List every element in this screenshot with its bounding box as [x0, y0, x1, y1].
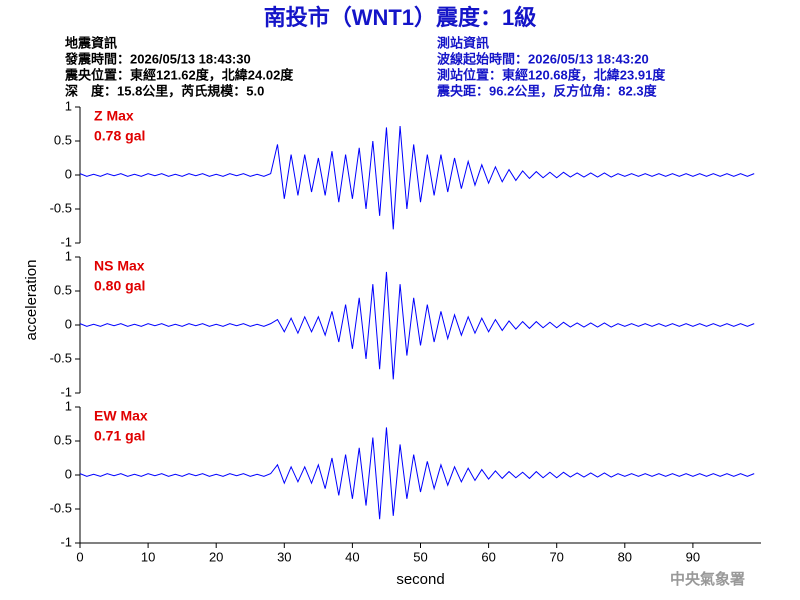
max-annotation: NS Max [94, 258, 145, 274]
info-left: 震央位置：東經121.62度，北緯24.02度 [64, 67, 294, 82]
info-left: 發震時間：2026/05/13 18:43:30 [64, 51, 251, 66]
y-tick-label: -1 [60, 234, 72, 249]
info-right: 震央距：96.2公里，反方位角：82.3度 [436, 83, 658, 98]
y-tick-label: -1 [60, 384, 72, 399]
waveform [79, 427, 755, 520]
x-tick-label: 40 [345, 549, 359, 564]
x-tick-label: 80 [618, 549, 632, 564]
y-tick-label: -0.5 [50, 350, 72, 365]
waveform [79, 271, 755, 380]
y-tick-label: 1 [65, 398, 72, 413]
info-left: 深 度：15.8公里，芮氏規模：5.0 [65, 83, 264, 98]
y-tick-label: 0.5 [54, 282, 72, 297]
y-tick-label: 0 [65, 166, 72, 181]
x-tick-label: 60 [481, 549, 495, 564]
y-tick-label: 0 [65, 316, 72, 331]
y-tick-label: -1 [60, 534, 72, 549]
x-tick-label: 0 [76, 549, 83, 564]
waveform [79, 125, 755, 230]
x-tick-label: 70 [549, 549, 563, 564]
x-tick-label: 30 [277, 549, 291, 564]
max-annotation: Z Max [94, 108, 134, 124]
x-tick-label: 10 [141, 549, 155, 564]
x-tick-label: 20 [209, 549, 223, 564]
max-annotation: 0.71 gal [94, 428, 145, 444]
x-tick-label: 90 [686, 549, 700, 564]
chart-title: 南投市（WNT1）震度：1級 [264, 5, 537, 30]
max-annotation: EW Max [94, 408, 148, 424]
y-tick-label: 1 [65, 98, 72, 113]
y-tick-label: -0.5 [50, 200, 72, 215]
y-tick-label: -0.5 [50, 500, 72, 515]
y-tick-label: 1 [65, 248, 72, 263]
y-tick-label: 0.5 [54, 432, 72, 447]
max-annotation: 0.80 gal [94, 278, 145, 294]
info-left: 地震資訊 [65, 35, 117, 50]
info-right: 波線起始時間：2026/05/13 18:43:20 [437, 51, 649, 66]
y-tick-label: 0.5 [54, 132, 72, 147]
y-tick-label: 0 [65, 466, 72, 481]
info-right: 測站資訊 [437, 35, 489, 50]
x-axis-label: second [396, 571, 444, 588]
max-annotation: 0.78 gal [94, 128, 145, 144]
x-tick-label: 50 [413, 549, 427, 564]
footer: 中央氣象署 [670, 570, 745, 588]
info-right: 測站位置：東經120.68度，北緯23.91度 [437, 67, 666, 82]
y-axis-label: acceleration [23, 260, 40, 341]
